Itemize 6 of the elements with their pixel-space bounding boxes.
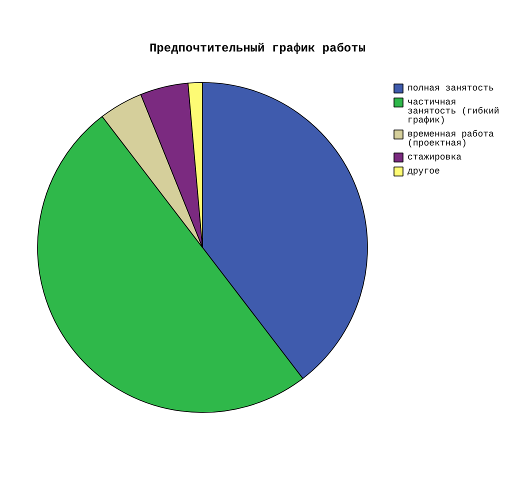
chart-title: Предпочтительный график работы: [149, 42, 366, 56]
legend-label: стажировка: [408, 152, 462, 162]
legend-label: временная работа (проектная): [408, 130, 495, 148]
legend-label: частичная занятость (гибкий график): [408, 98, 500, 126]
legend-label: полная занятость: [408, 84, 494, 94]
legend-label: другое: [408, 166, 440, 176]
